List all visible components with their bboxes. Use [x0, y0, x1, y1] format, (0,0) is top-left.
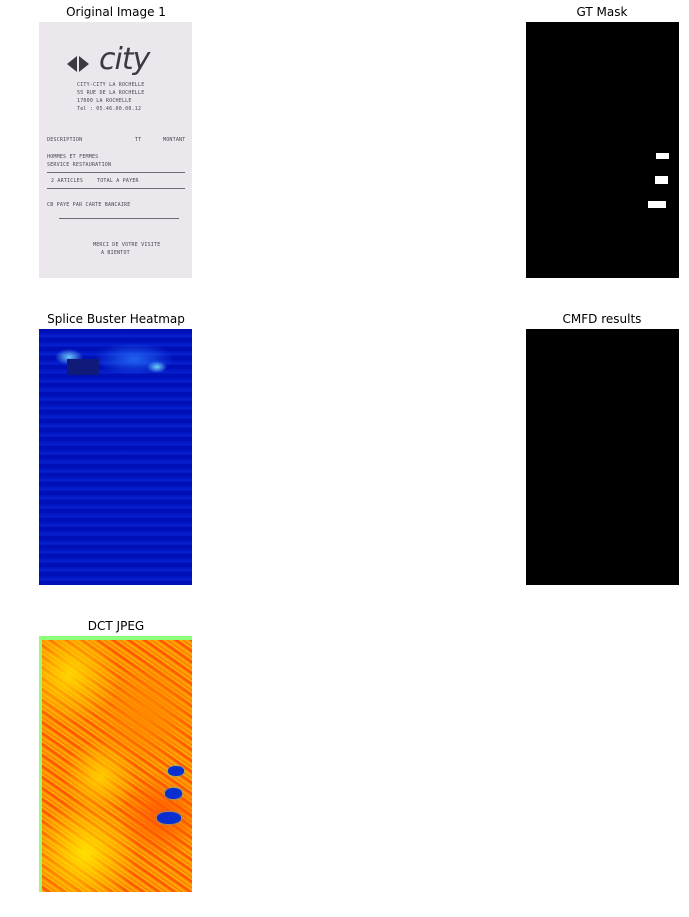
dct-anomaly-region — [165, 788, 182, 799]
gt-mask-image — [526, 22, 679, 278]
mask-region — [655, 176, 668, 184]
receipt-line: SERVICE RESTAURATION — [47, 162, 112, 168]
receipt-line: MERCI DE VOTRE VISITE — [93, 242, 161, 248]
panel-title: CMFD results — [562, 312, 642, 326]
mask-region — [648, 201, 666, 208]
dct-anomaly-region — [157, 812, 181, 824]
receipt-line: DESCRIPTION — [47, 137, 83, 143]
receipt-line: Tel : 05.46.00.00.12 — [77, 106, 142, 112]
mask-region — [656, 153, 669, 159]
receipt-divider — [47, 188, 185, 189]
receipt-line: CITY-CITY LA ROCHELLE — [77, 82, 145, 88]
panel-title: GT Mask — [576, 5, 628, 19]
heatmap-dark-region — [67, 359, 99, 375]
panel-title: Original Image 1 — [66, 5, 166, 19]
logo-left-chevron-icon — [67, 56, 77, 72]
receipt-line: 55 RUE DE LA ROCHELLE — [77, 90, 145, 96]
dct-jpeg-image — [39, 636, 192, 892]
splice-buster-heatmap-image — [39, 329, 192, 585]
receipt-line: 2 ARTICLES — [51, 178, 84, 184]
receipt-divider — [47, 172, 185, 173]
receipt-line: TT — [135, 137, 142, 143]
dct-anomaly-region — [168, 766, 184, 776]
receipt-line: HOMMES ET FEMMES — [47, 154, 99, 160]
receipt-line: 17000 LA ROCHELLE — [77, 98, 132, 104]
dct-edge — [39, 636, 192, 640]
receipt-line: TOTAL A PAYER — [97, 178, 139, 184]
panel-title: DCT JPEG — [87, 619, 145, 633]
logo-right-chevron-icon — [79, 56, 89, 72]
dct-edge — [39, 636, 42, 892]
panel-title: Splice Buster Heatmap — [47, 312, 185, 326]
receipt-line: MONTANT — [163, 137, 186, 143]
receipt-line: A BIENTOT — [101, 250, 130, 256]
receipt-image: city CITY-CITY LA ROCHELLE 55 RUE DE LA … — [39, 22, 192, 278]
receipt-line: CB PAYE PAR CARTE BANCAIRE — [47, 202, 131, 208]
cmfd-results-image — [526, 329, 679, 585]
store-logo-text: city — [99, 42, 150, 77]
receipt-divider — [59, 218, 179, 219]
